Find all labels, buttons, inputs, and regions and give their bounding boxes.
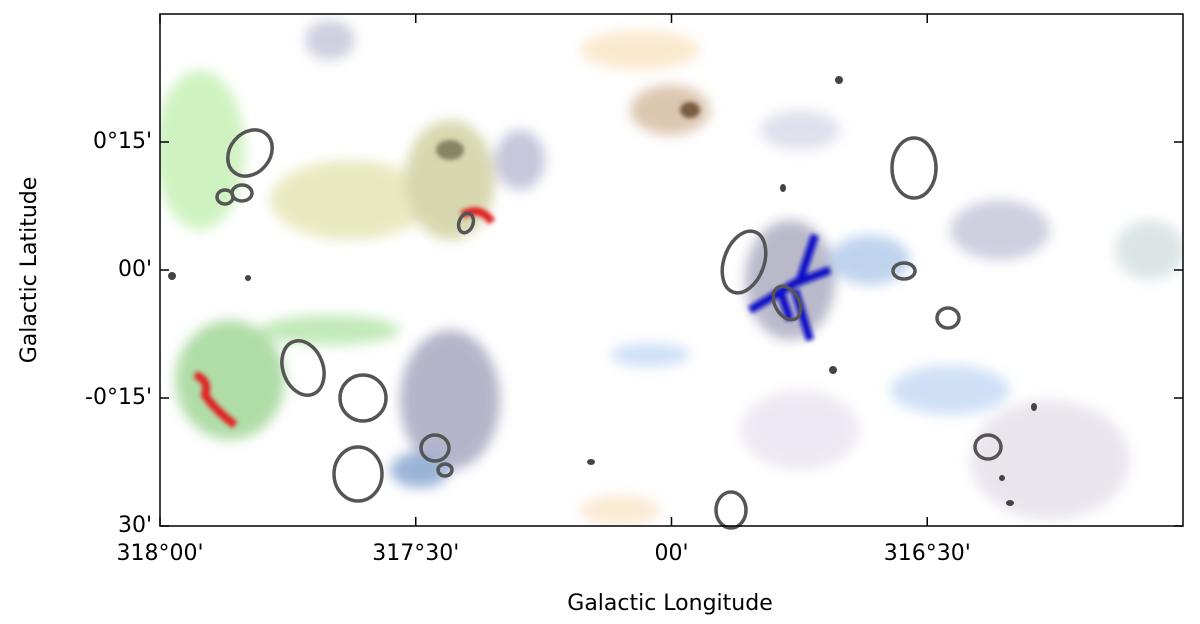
x-tick-label: 318°00'	[116, 541, 203, 566]
x-tick-label: 00'	[654, 541, 688, 566]
sky-image	[160, 20, 1183, 525]
y-tick-label: -0°15'	[85, 385, 152, 410]
y-tick-label: 00'	[118, 257, 152, 282]
y-tick-label: 0°15'	[93, 129, 152, 154]
source-ellipses	[168, 76, 1037, 530]
y-tick-label: 30'	[118, 513, 152, 538]
x-axis-label: Galactic Longitude	[567, 591, 772, 616]
x-tick-label: 317°30'	[372, 541, 459, 566]
y-axis-label: Galactic Latitude	[17, 177, 42, 364]
x-tick-label: 316°30'	[884, 541, 971, 566]
